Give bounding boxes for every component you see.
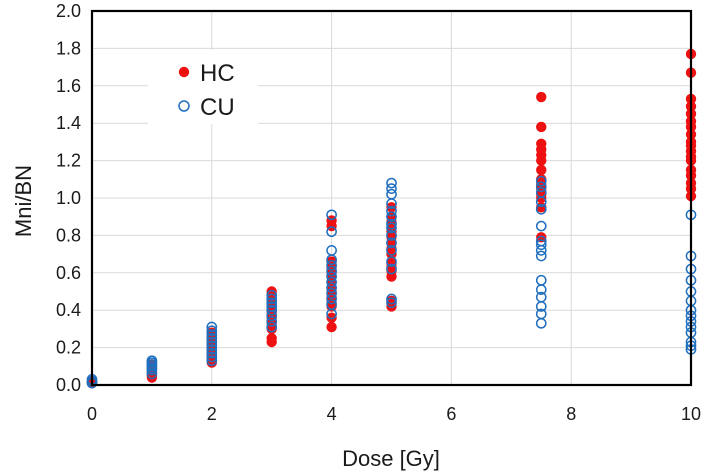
data-point-hc <box>386 211 397 222</box>
data-point-cu <box>386 297 397 309</box>
data-point-cu <box>535 308 547 320</box>
data-point-hc <box>536 138 547 149</box>
legend-hc-marker <box>178 66 190 78</box>
x-axis-title: Dose [Gy] <box>342 446 440 471</box>
data-point-cu <box>206 355 218 367</box>
x-tick-label: 6 <box>446 404 456 424</box>
y-tick-label: 1.4 <box>56 113 81 133</box>
y-tick-label: 1.2 <box>56 151 81 171</box>
data-point-cu <box>206 332 218 344</box>
data-point-cu <box>535 239 547 251</box>
data-point-cu <box>326 226 337 238</box>
data-point-hc <box>536 232 547 243</box>
data-point-hc <box>326 321 337 333</box>
data-point-cu <box>326 288 337 299</box>
data-point-cu <box>326 282 337 294</box>
data-point-cu <box>206 329 218 340</box>
data-point-cu <box>266 289 278 301</box>
data-point-cu <box>535 187 547 198</box>
x-tick-label: 2 <box>207 404 217 424</box>
data-point-hc <box>536 164 547 176</box>
x-tick-label: 8 <box>566 404 576 424</box>
data-point-hc <box>536 91 547 103</box>
legend-cu-label: CU <box>200 94 235 121</box>
y-axis-title: Mni/BN <box>11 165 36 237</box>
data-point-cu <box>326 271 337 282</box>
tick-labels: 0.0 0.2 0.4 0.6 0.8 1.0 1.2 1.4 1.6 1.8 2.0 0 2 4 6 8 10 <box>56 1 701 424</box>
data-point-cu <box>535 250 547 262</box>
data-point-cu <box>386 222 397 234</box>
data-point-cu <box>386 183 397 194</box>
data-point-cu <box>386 293 397 305</box>
plot-frame <box>90 9 693 387</box>
data-point-cu <box>206 347 218 359</box>
data-point-cu <box>386 237 397 249</box>
y-tick-label: 1.0 <box>56 188 81 208</box>
data-point-cu <box>266 316 278 327</box>
data-point-hc <box>266 333 277 344</box>
data-point-cu <box>386 256 397 267</box>
data-point-cu <box>386 211 397 223</box>
data-point-cu <box>206 321 218 333</box>
data-point-cu <box>266 321 278 333</box>
data-point-cu <box>206 351 218 363</box>
data-point-cu <box>146 355 158 367</box>
data-point-hc <box>386 202 397 213</box>
data-point-hc <box>266 286 277 297</box>
data-point-cu <box>326 299 337 310</box>
data-point-cu <box>206 344 218 355</box>
data-point-hc <box>326 215 337 226</box>
legend-hc-label: HC <box>200 60 235 87</box>
data-point-cu <box>535 175 547 187</box>
data-point-cu <box>535 220 547 232</box>
y-tick-label: 1.8 <box>56 38 81 58</box>
data-point-cu <box>206 325 218 337</box>
data-point-cu <box>326 265 337 277</box>
data-point-cu <box>266 304 278 316</box>
data-point-cu <box>535 274 547 286</box>
data-point-cu <box>326 259 337 271</box>
data-point-cu <box>206 336 218 348</box>
x-tick-label: 10 <box>681 404 701 424</box>
data-point-cu <box>386 245 397 256</box>
axes <box>90 9 693 387</box>
y-tick-label: 1.6 <box>56 76 81 96</box>
data-point-cu <box>326 293 337 305</box>
data-point-cu <box>535 291 547 303</box>
data-point-cu <box>535 181 547 193</box>
data-point-cu <box>326 209 337 221</box>
legend-background <box>148 50 258 124</box>
data-point-cu <box>535 317 547 329</box>
data-point-hc <box>536 121 547 133</box>
data-point-cu <box>266 293 278 305</box>
data-point-cu <box>386 177 397 189</box>
legend-cu-marker <box>178 100 190 112</box>
y-tick-label: 0.2 <box>56 338 81 358</box>
data-point-cu <box>386 230 397 241</box>
legend: HC CU <box>148 50 258 124</box>
y-tick-label: 0.8 <box>56 225 81 245</box>
data-point-cu <box>266 301 278 312</box>
y-tick-label: 0.0 <box>56 375 81 395</box>
data-point-cu <box>386 188 397 200</box>
data-point-cu <box>206 340 218 352</box>
data-point-cu <box>326 276 337 288</box>
data-point-cu <box>386 263 397 275</box>
y-tick-label: 0.4 <box>56 300 81 320</box>
data-point-cu <box>326 245 337 256</box>
data-point-cu <box>386 218 397 230</box>
x-tick-label: 4 <box>327 404 337 424</box>
y-tick-label: 0.6 <box>56 263 81 283</box>
data-point-cu <box>266 297 278 309</box>
y-tick-label: 2.0 <box>56 1 81 21</box>
data-point-cu <box>535 203 547 215</box>
data-point-cu <box>386 205 397 217</box>
data-point-hc <box>326 312 337 323</box>
x-tick-label: 0 <box>87 404 97 424</box>
data-point-cu <box>535 235 547 247</box>
